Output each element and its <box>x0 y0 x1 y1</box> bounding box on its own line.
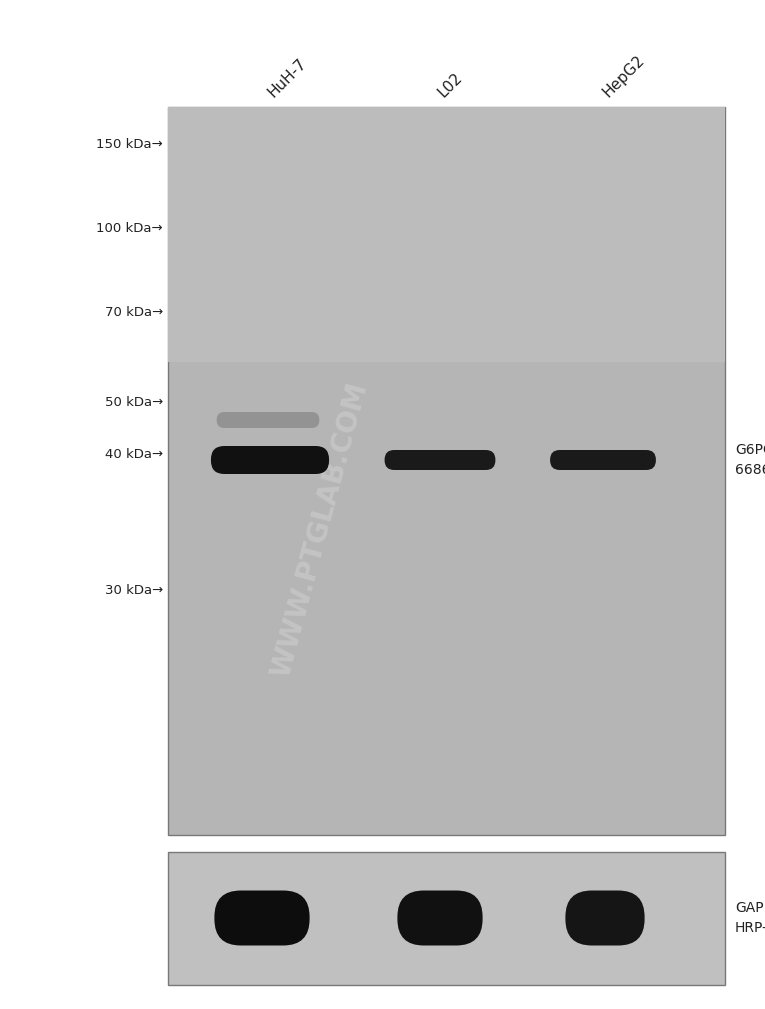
Text: 100 kDa→: 100 kDa→ <box>96 222 163 234</box>
FancyBboxPatch shape <box>216 412 319 428</box>
FancyBboxPatch shape <box>397 891 483 945</box>
Bar <box>168 107 725 362</box>
Text: HuH-7: HuH-7 <box>265 55 309 100</box>
FancyBboxPatch shape <box>211 446 329 474</box>
Bar <box>168 852 725 985</box>
Text: 50 kDa→: 50 kDa→ <box>105 396 163 409</box>
Text: 70 kDa→: 70 kDa→ <box>105 306 163 319</box>
FancyBboxPatch shape <box>385 450 496 470</box>
FancyBboxPatch shape <box>565 891 645 945</box>
Text: GAPDH
HRP-60004: GAPDH HRP-60004 <box>735 901 765 934</box>
Text: G6PC
66860-1-Ig: G6PC 66860-1-Ig <box>735 443 765 476</box>
Bar <box>168 107 725 835</box>
FancyBboxPatch shape <box>214 891 310 945</box>
Text: 150 kDa→: 150 kDa→ <box>96 138 163 151</box>
Text: L02: L02 <box>435 70 465 100</box>
FancyBboxPatch shape <box>550 450 656 470</box>
Text: HepG2: HepG2 <box>600 52 647 100</box>
Text: 30 kDa→: 30 kDa→ <box>105 583 163 596</box>
Text: 40 kDa→: 40 kDa→ <box>105 448 163 460</box>
Text: WWW.PTGLAB.COM: WWW.PTGLAB.COM <box>267 379 373 681</box>
